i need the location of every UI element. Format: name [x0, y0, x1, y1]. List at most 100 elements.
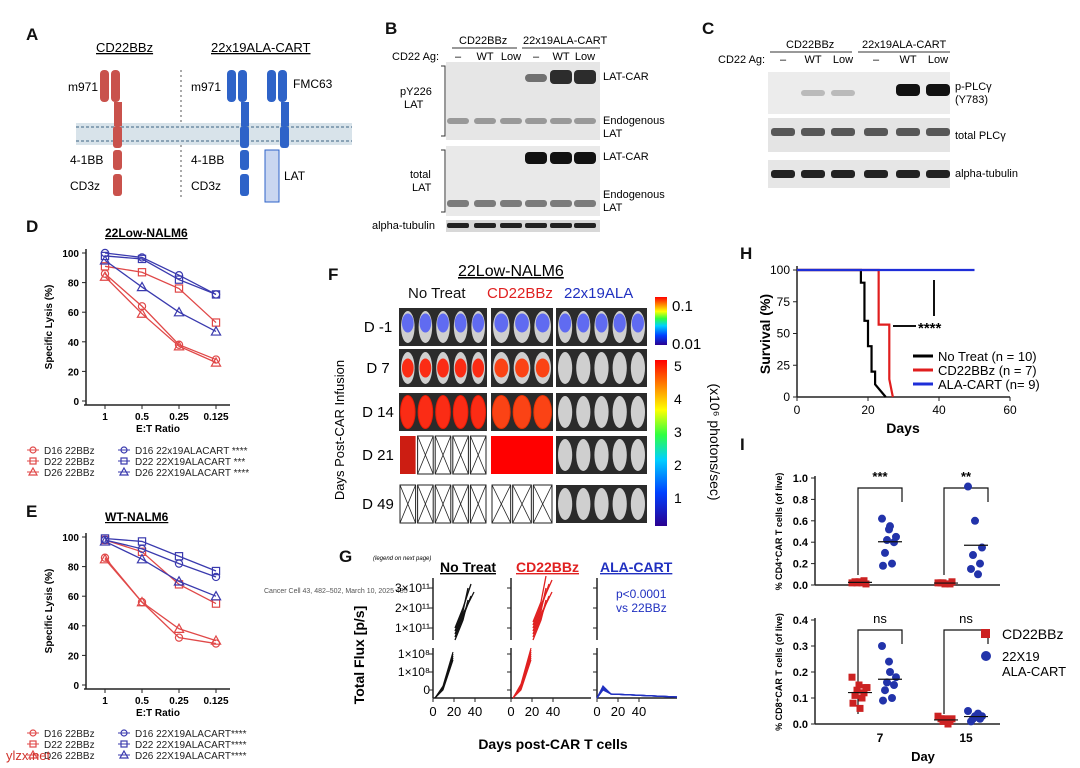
legend-label: D26 22X19ALACART **** — [135, 468, 249, 479]
data-point — [211, 572, 221, 582]
f-scale-tick: 3 — [674, 424, 682, 440]
y-tick-label: 0.0 — [793, 580, 808, 592]
significance-label: *** — [872, 469, 888, 484]
f-mouse-signal — [535, 358, 550, 378]
m971-car-shape — [227, 70, 249, 196]
g-flux-line — [454, 587, 469, 632]
f-col-notreat: No Treat — [408, 285, 466, 302]
y-axis-label: Survival (%) — [757, 294, 773, 374]
y-tick-label: 20 — [68, 367, 80, 378]
g-y-tick-label: 1×10⁸ — [398, 647, 430, 661]
y-tick-label: 0.3 — [793, 641, 808, 653]
data-point — [174, 271, 184, 280]
b-lane-label: Low — [575, 51, 595, 63]
y-axis-label: % CD4⁺CAR T cells (of live) — [774, 473, 784, 591]
legend-label: D22 22X19ALACART**** — [135, 740, 247, 751]
f-mouse-signal — [613, 313, 626, 333]
g-col-notreat: No Treat — [440, 559, 496, 575]
f-cross — [452, 484, 469, 524]
g-x-tick-label: 40 — [632, 704, 646, 719]
data-point — [173, 306, 185, 317]
f-mouse-signal — [437, 358, 449, 378]
legend-label: D22 22BBz — [44, 457, 95, 468]
y-tick-label: 60 — [68, 592, 80, 603]
c-band — [896, 170, 920, 178]
data-point — [946, 580, 954, 588]
f-mouse-signal — [417, 395, 434, 429]
f-mouse-signal — [454, 358, 467, 378]
data-point — [211, 290, 221, 299]
f-scale-tick: 1 — [674, 490, 682, 506]
b-band — [525, 118, 547, 124]
f-mouse — [630, 488, 646, 520]
c-lane-label: Low — [928, 54, 948, 66]
series-line — [104, 537, 217, 572]
data-point — [174, 552, 184, 561]
x-tick-label: 1 — [102, 412, 108, 423]
legend-label: D26 22X19ALACART**** — [135, 751, 247, 762]
data-point — [888, 694, 896, 702]
b-band — [525, 200, 547, 207]
data-point — [976, 559, 984, 568]
f-mouse — [576, 439, 591, 471]
f-row-label: D 49 — [362, 496, 394, 513]
f-cross — [470, 484, 487, 524]
g-y-tick-label: 0 — [423, 683, 430, 697]
data-point — [878, 514, 886, 523]
data-point — [881, 548, 889, 557]
f-mouse — [594, 352, 609, 384]
y-tick-label: 100 — [770, 263, 790, 277]
f-mouse-signal — [512, 395, 532, 429]
chart-i-top: 0.0 0.2 0.4 0.6 0.8 1.0 % CD4⁺CAR T cells (of … — [774, 469, 1000, 592]
f-cross — [417, 484, 434, 524]
survival-curve — [797, 268, 887, 398]
x-tick-label: 0.25 — [169, 696, 189, 707]
f-mouse-signal — [419, 313, 432, 333]
b-band — [574, 200, 596, 207]
b-latcar1-label: LAT-CAR — [603, 71, 649, 83]
y-tick-label: 0.1 — [793, 693, 808, 705]
b-band — [474, 223, 496, 228]
panel-label-f: F — [328, 265, 338, 284]
b-band — [574, 70, 596, 84]
data-point — [136, 553, 148, 564]
b-band — [500, 223, 522, 228]
cd22bbz-title: CD22BBz — [96, 40, 153, 55]
data-point — [878, 642, 886, 650]
legend-marker — [981, 651, 991, 661]
lat-label: LAT — [284, 169, 306, 183]
c-blot-pplc — [768, 72, 950, 114]
bb-right-label: 4-1BB — [191, 153, 224, 167]
f-mouse-signal — [400, 436, 416, 474]
f-mouse — [612, 488, 627, 520]
f-mouse — [630, 396, 646, 428]
g-x-tick-label: 20 — [525, 704, 539, 719]
f-mouse-signal — [454, 313, 467, 333]
c-band — [864, 128, 888, 136]
g-ylabel: Total Flux [p/s] — [351, 606, 367, 705]
legend-marker — [120, 729, 128, 737]
data-point — [100, 262, 110, 271]
b-endo2b-label: LAT — [603, 202, 623, 214]
legend-marker — [29, 446, 37, 454]
c-band — [801, 90, 825, 96]
b-pY226-label: pY226 — [400, 86, 432, 98]
f-mouse-signal — [472, 313, 485, 333]
f-row-label: D -1 — [364, 319, 392, 336]
f-mouse-signal — [515, 313, 529, 333]
data-point — [100, 251, 110, 261]
f-mouse-signal — [491, 436, 553, 474]
c-band — [926, 84, 950, 96]
legend-label: No Treat (n = 10) — [938, 349, 1037, 364]
g-citation: Cancer Cell 43, 482–502, March 10, 2025 … — [264, 588, 408, 595]
y-tick-label: 0 — [783, 390, 790, 404]
y-tick-label: 80 — [68, 563, 80, 574]
f-mouse-signal — [559, 313, 572, 333]
watermark: ylzx.net — [6, 748, 50, 763]
x-axis-label: E:T Ratio — [136, 708, 180, 719]
f-mouse-signal — [470, 395, 487, 429]
y-tick-label: 20 — [68, 651, 80, 662]
panel-a-schematic: CD22BBz 22x19ALA-CART m971 4-1BB CD3z m — [68, 40, 352, 203]
g-x-tick-label: 40 — [546, 704, 560, 719]
